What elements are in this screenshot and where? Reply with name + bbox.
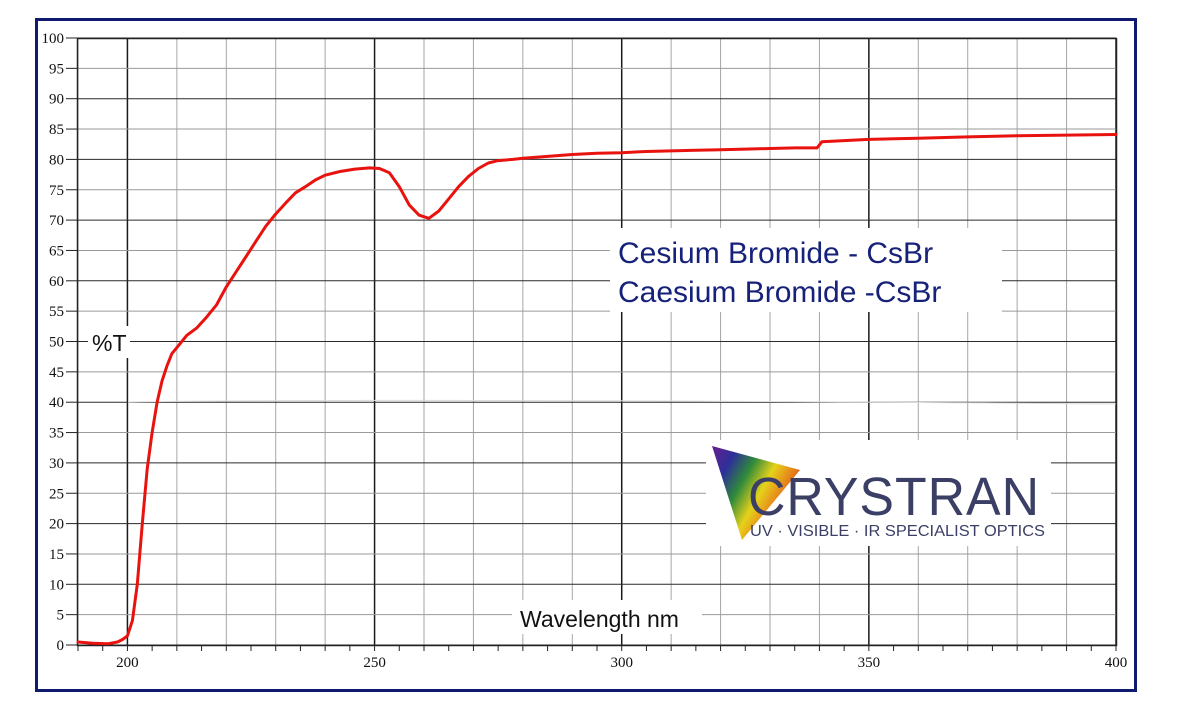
plot-area-border	[76, 37, 1118, 647]
x-tick-label: 400	[1105, 655, 1128, 671]
y-tick-label: 75	[49, 183, 64, 199]
x-axis-label: Wavelength nm	[520, 606, 679, 632]
x-tick-label: 350	[858, 655, 881, 671]
tick-labels: 0 5 10 15 20 25 30 35 40 45 50 55 60 65 70 75 80 85 90 95 10…	[42, 31, 1128, 671]
outer-frame	[35, 18, 1137, 692]
y-tick-label: 65	[49, 243, 64, 259]
grid	[77, 37, 1117, 646]
title-background	[610, 228, 1002, 312]
y-tick-label: 50	[49, 335, 64, 351]
y-tick-label: 70	[49, 213, 64, 229]
y-tick-label: 60	[49, 274, 64, 290]
series-line-layer	[76, 133, 1118, 646]
y-tick-label: 85	[49, 122, 64, 138]
x-tick-label: 200	[116, 655, 139, 671]
xlabel-background	[512, 600, 702, 634]
prism-icon	[712, 446, 800, 540]
y-tick-label: 20	[49, 517, 64, 533]
y-tick-label: 5	[57, 608, 65, 624]
y-tick-label: 25	[49, 486, 64, 502]
y-tick-label: 30	[49, 456, 64, 472]
y-tick-label: 80	[49, 152, 64, 168]
y-axis-label: %T	[92, 330, 127, 356]
crystran-logo: CRYSTRAN UV · VISIBLE · IR SPECIALIST OP…	[706, 440, 1051, 546]
y-tick-label: 45	[49, 365, 64, 381]
logo-wordmark: CRYSTRAN	[748, 467, 1040, 527]
chart-title-line-1: Cesium Bromide - CsBr	[618, 237, 933, 270]
series-line	[76, 133, 1118, 646]
chart-title-line-2: Caesium Bromide -CsBr	[618, 276, 941, 309]
ylabel-background	[88, 326, 130, 358]
x-tick-label: 300	[610, 655, 633, 671]
y-tick-label: 100	[42, 31, 65, 47]
logo-tagline: UV · VISIBLE · IR SPECIALIST OPTICS	[750, 523, 1045, 540]
y-tick-label: 40	[49, 395, 64, 411]
y-tick-label: 95	[49, 61, 64, 77]
faint-reference-line	[127, 399, 1117, 405]
y-tick-label: 15	[49, 547, 64, 563]
x-tick-label: 250	[363, 655, 386, 671]
y-tick-label: 55	[49, 304, 64, 320]
y-tick-label: 10	[49, 577, 64, 593]
y-tick-label: 0	[57, 638, 65, 654]
y-tick-label: 90	[49, 92, 64, 108]
y-tick-label: 35	[49, 426, 64, 442]
